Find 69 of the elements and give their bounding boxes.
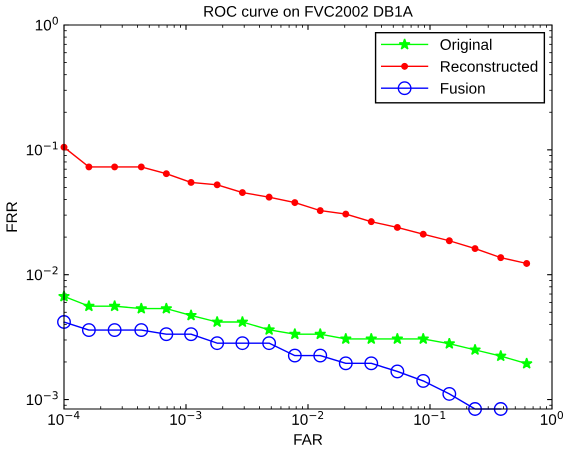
point <box>469 344 482 356</box>
point <box>314 328 326 340</box>
x-axis-title: FAR <box>294 434 322 445</box>
point <box>391 332 404 344</box>
point <box>266 194 273 201</box>
point <box>468 402 482 416</box>
point <box>316 207 324 214</box>
point <box>235 336 250 350</box>
point <box>160 302 172 314</box>
point <box>57 315 71 329</box>
legend-label: Original <box>440 38 492 53</box>
point <box>138 163 145 170</box>
point <box>108 323 122 338</box>
x-tick-label: 10$^{−1}$ <box>414 411 446 425</box>
point <box>443 337 456 349</box>
point <box>523 260 530 267</box>
point <box>188 178 195 186</box>
point <box>394 224 401 231</box>
point <box>364 356 378 370</box>
y-tick-label: 10$^{−2}$ <box>26 266 58 280</box>
point <box>135 302 148 314</box>
point <box>338 356 353 370</box>
point <box>262 336 276 350</box>
point <box>390 364 404 378</box>
point <box>263 324 276 335</box>
y-axis-title: FRR <box>6 202 17 232</box>
point <box>313 348 328 363</box>
chart-title: ROC curve on FVC2002 DB1A <box>204 6 413 17</box>
legend-label: Fusion <box>441 82 485 94</box>
point <box>291 199 298 206</box>
point <box>442 386 456 401</box>
y-tick-label: 10$^{−1}$ <box>26 142 58 156</box>
point <box>417 332 430 344</box>
x-tick-label: 10$^{−3}$ <box>170 411 202 425</box>
point <box>159 327 174 342</box>
point <box>494 350 507 362</box>
point <box>238 189 246 196</box>
y-tick-label: 10$^{0}$ <box>36 16 58 31</box>
y-tick-label: 10$^{−3}$ <box>26 391 58 406</box>
point <box>365 332 378 344</box>
point <box>108 300 121 312</box>
x-tick-label: 10$^{0}$ <box>540 411 564 425</box>
x-tick-label: 10$^{−4}$ <box>48 411 80 425</box>
point <box>497 254 504 262</box>
point <box>288 328 301 340</box>
point <box>184 327 198 342</box>
point <box>236 316 248 328</box>
point <box>210 336 224 350</box>
point <box>85 163 92 170</box>
point <box>342 210 350 218</box>
point <box>472 245 479 252</box>
point <box>446 237 453 244</box>
point <box>420 230 427 238</box>
point <box>211 316 224 328</box>
point <box>162 170 170 178</box>
legend-label: Reconstructed <box>441 60 538 72</box>
point <box>185 309 198 321</box>
point <box>111 163 118 170</box>
point <box>134 323 148 338</box>
point <box>340 332 352 344</box>
point <box>214 181 221 188</box>
point <box>416 374 430 388</box>
point <box>82 300 95 312</box>
point <box>494 402 508 416</box>
point <box>368 218 375 226</box>
point <box>520 357 533 369</box>
point <box>82 323 96 338</box>
point <box>288 348 302 363</box>
x-tick-label: 10$^{−2}$ <box>292 411 324 425</box>
